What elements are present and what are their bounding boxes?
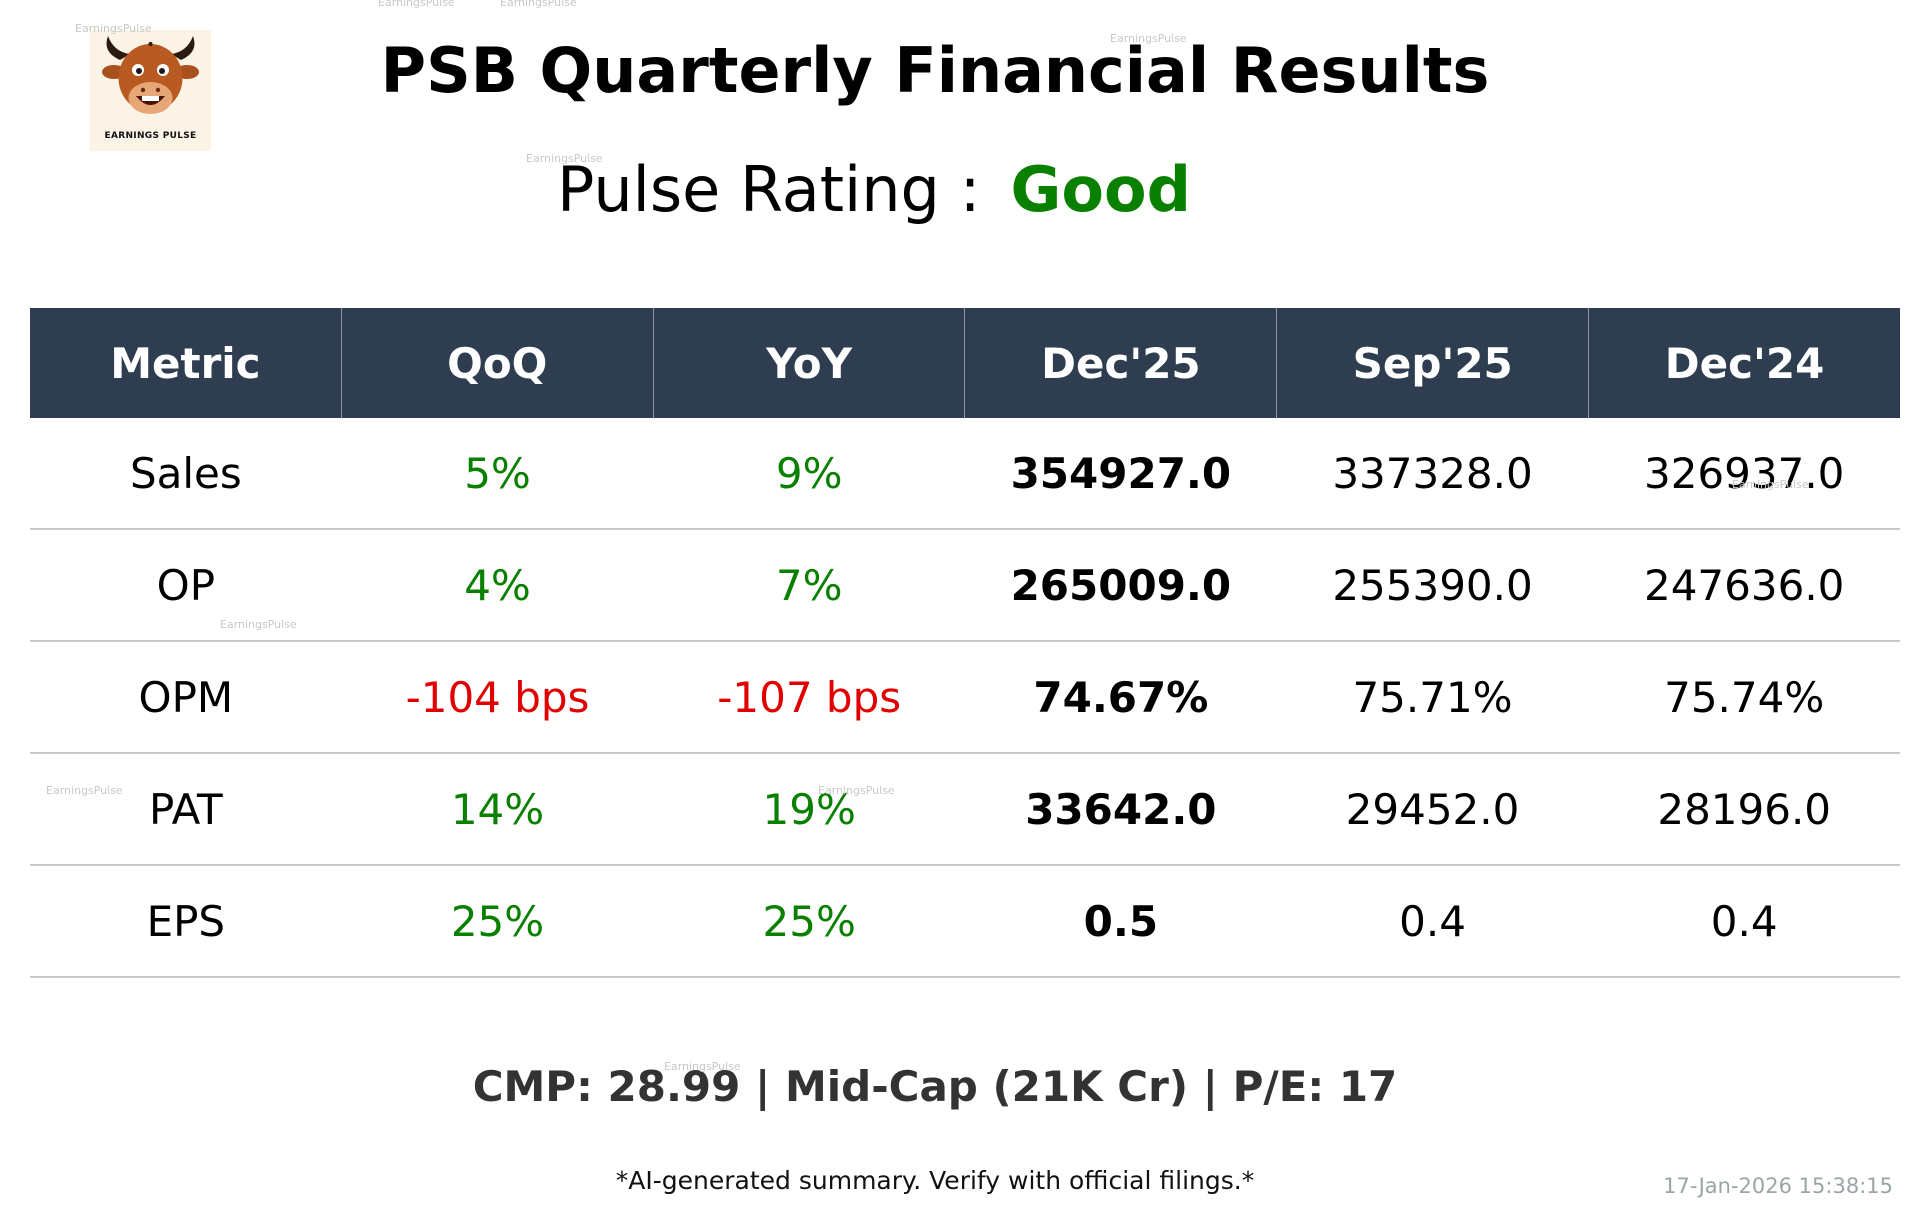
qoq-cell: 14% xyxy=(450,784,545,834)
header-dec25: Dec'25 xyxy=(965,308,1278,418)
header-yoy: YoY xyxy=(654,308,966,418)
qoq-cell: -104 bps xyxy=(405,672,590,722)
watermark: EarningsPulse xyxy=(220,618,297,631)
table-row-eps: EPS 25% 25% 0.5 0.4 0.4 xyxy=(30,866,1900,978)
yoy-cell: 19% xyxy=(762,784,856,834)
dec24-cell: 247636.0 xyxy=(1643,560,1845,610)
table-row-opm: OPM -104 bps -107 bps 74.67% 75.71% 75.7… xyxy=(30,642,1900,754)
sep25-cell: 255390.0 xyxy=(1332,560,1533,610)
page-title: PSB Quarterly Financial Results xyxy=(380,34,1490,107)
earnings-pulse-logo: EARNINGS PULSE xyxy=(90,30,211,151)
qoq-cell: 5% xyxy=(464,448,531,498)
qoq-cell: 4% xyxy=(464,560,531,610)
table-row-op: OP 4% 7% 265009.0 255390.0 247636.0 xyxy=(30,530,1900,642)
metric-cell: EPS xyxy=(146,896,226,946)
pulse-rating-label: Pulse Rating : xyxy=(557,153,981,226)
metric-cell: Sales xyxy=(129,448,242,498)
sep25-cell: 75.71% xyxy=(1352,672,1513,722)
header-metric: Metric xyxy=(30,308,342,418)
sep25-cell: 29452.0 xyxy=(1345,784,1520,834)
header-sep25: Sep'25 xyxy=(1277,308,1590,418)
sep25-cell: 0.4 xyxy=(1399,896,1466,946)
dec24-cell: 28196.0 xyxy=(1657,784,1832,834)
metric-cell: PAT xyxy=(148,784,223,834)
dec24-cell: 75.74% xyxy=(1664,672,1825,722)
watermark: EarningsPulse xyxy=(1732,478,1809,491)
watermark: EarningsPulse xyxy=(46,784,123,797)
yoy-cell: 25% xyxy=(762,896,856,946)
dec24-cell: 326937.0 xyxy=(1643,448,1845,498)
watermark: EarningsPulse xyxy=(500,0,577,9)
watermark: EarningsPulse xyxy=(818,784,895,797)
dec24-cell: 0.4 xyxy=(1710,896,1778,946)
dec25-cell: 0.5 xyxy=(1083,896,1159,946)
sep25-cell: 337328.0 xyxy=(1332,448,1533,498)
dec25-cell: 354927.0 xyxy=(1010,448,1232,498)
yoy-cell: 9% xyxy=(775,448,843,498)
watermark: EarningsPulse xyxy=(378,0,455,9)
watermark: EarningsPulse xyxy=(75,22,152,35)
table-row-pat: PAT 14% 19% 33642.0 29452.0 28196.0 xyxy=(30,754,1900,866)
market-stats: CMP: 28.99 | Mid-Cap (21K Cr) | P/E: 17 xyxy=(472,1062,1398,1111)
watermark: EarningsPulse xyxy=(1110,32,1187,45)
header-dec24: Dec'24 xyxy=(1664,338,1825,388)
timestamp: 17-Jan-2026 15:38:15 xyxy=(1663,1174,1893,1198)
yoy-cell: 7% xyxy=(775,560,843,610)
table-header-row: Metric QoQ YoY Dec'25 Sep'25 Dec'24 xyxy=(30,308,1900,418)
yoy-cell: -107 bps xyxy=(717,672,902,722)
qoq-cell: 25% xyxy=(450,896,545,946)
watermark: EarningsPulse xyxy=(664,1060,741,1073)
header-qoq: QoQ xyxy=(342,308,654,418)
logo-text: EARNINGS PULSE xyxy=(104,131,197,141)
watermark: EarningsPulse xyxy=(526,152,603,165)
dec25-cell: 33642.0 xyxy=(1025,784,1217,834)
results-table: Metric QoQ YoY Dec'25 Sep'25 Dec'24 Sale… xyxy=(30,308,1900,978)
pulse-rating: Pulse Rating : Good xyxy=(0,152,1748,228)
dec25-cell: 265009.0 xyxy=(1010,560,1232,610)
bull-mascot-icon xyxy=(102,36,199,114)
disclaimer: *AI-generated summary. Verify with offic… xyxy=(615,1166,1255,1195)
metric-cell: OPM xyxy=(138,672,234,722)
pulse-rating-value: Good xyxy=(1010,153,1191,226)
metric-cell: OP xyxy=(156,560,216,610)
dec25-cell: 74.67% xyxy=(1033,672,1209,722)
table-row-sales: Sales 5% 9% 354927.0 337328.0 326937.0 xyxy=(30,418,1900,530)
